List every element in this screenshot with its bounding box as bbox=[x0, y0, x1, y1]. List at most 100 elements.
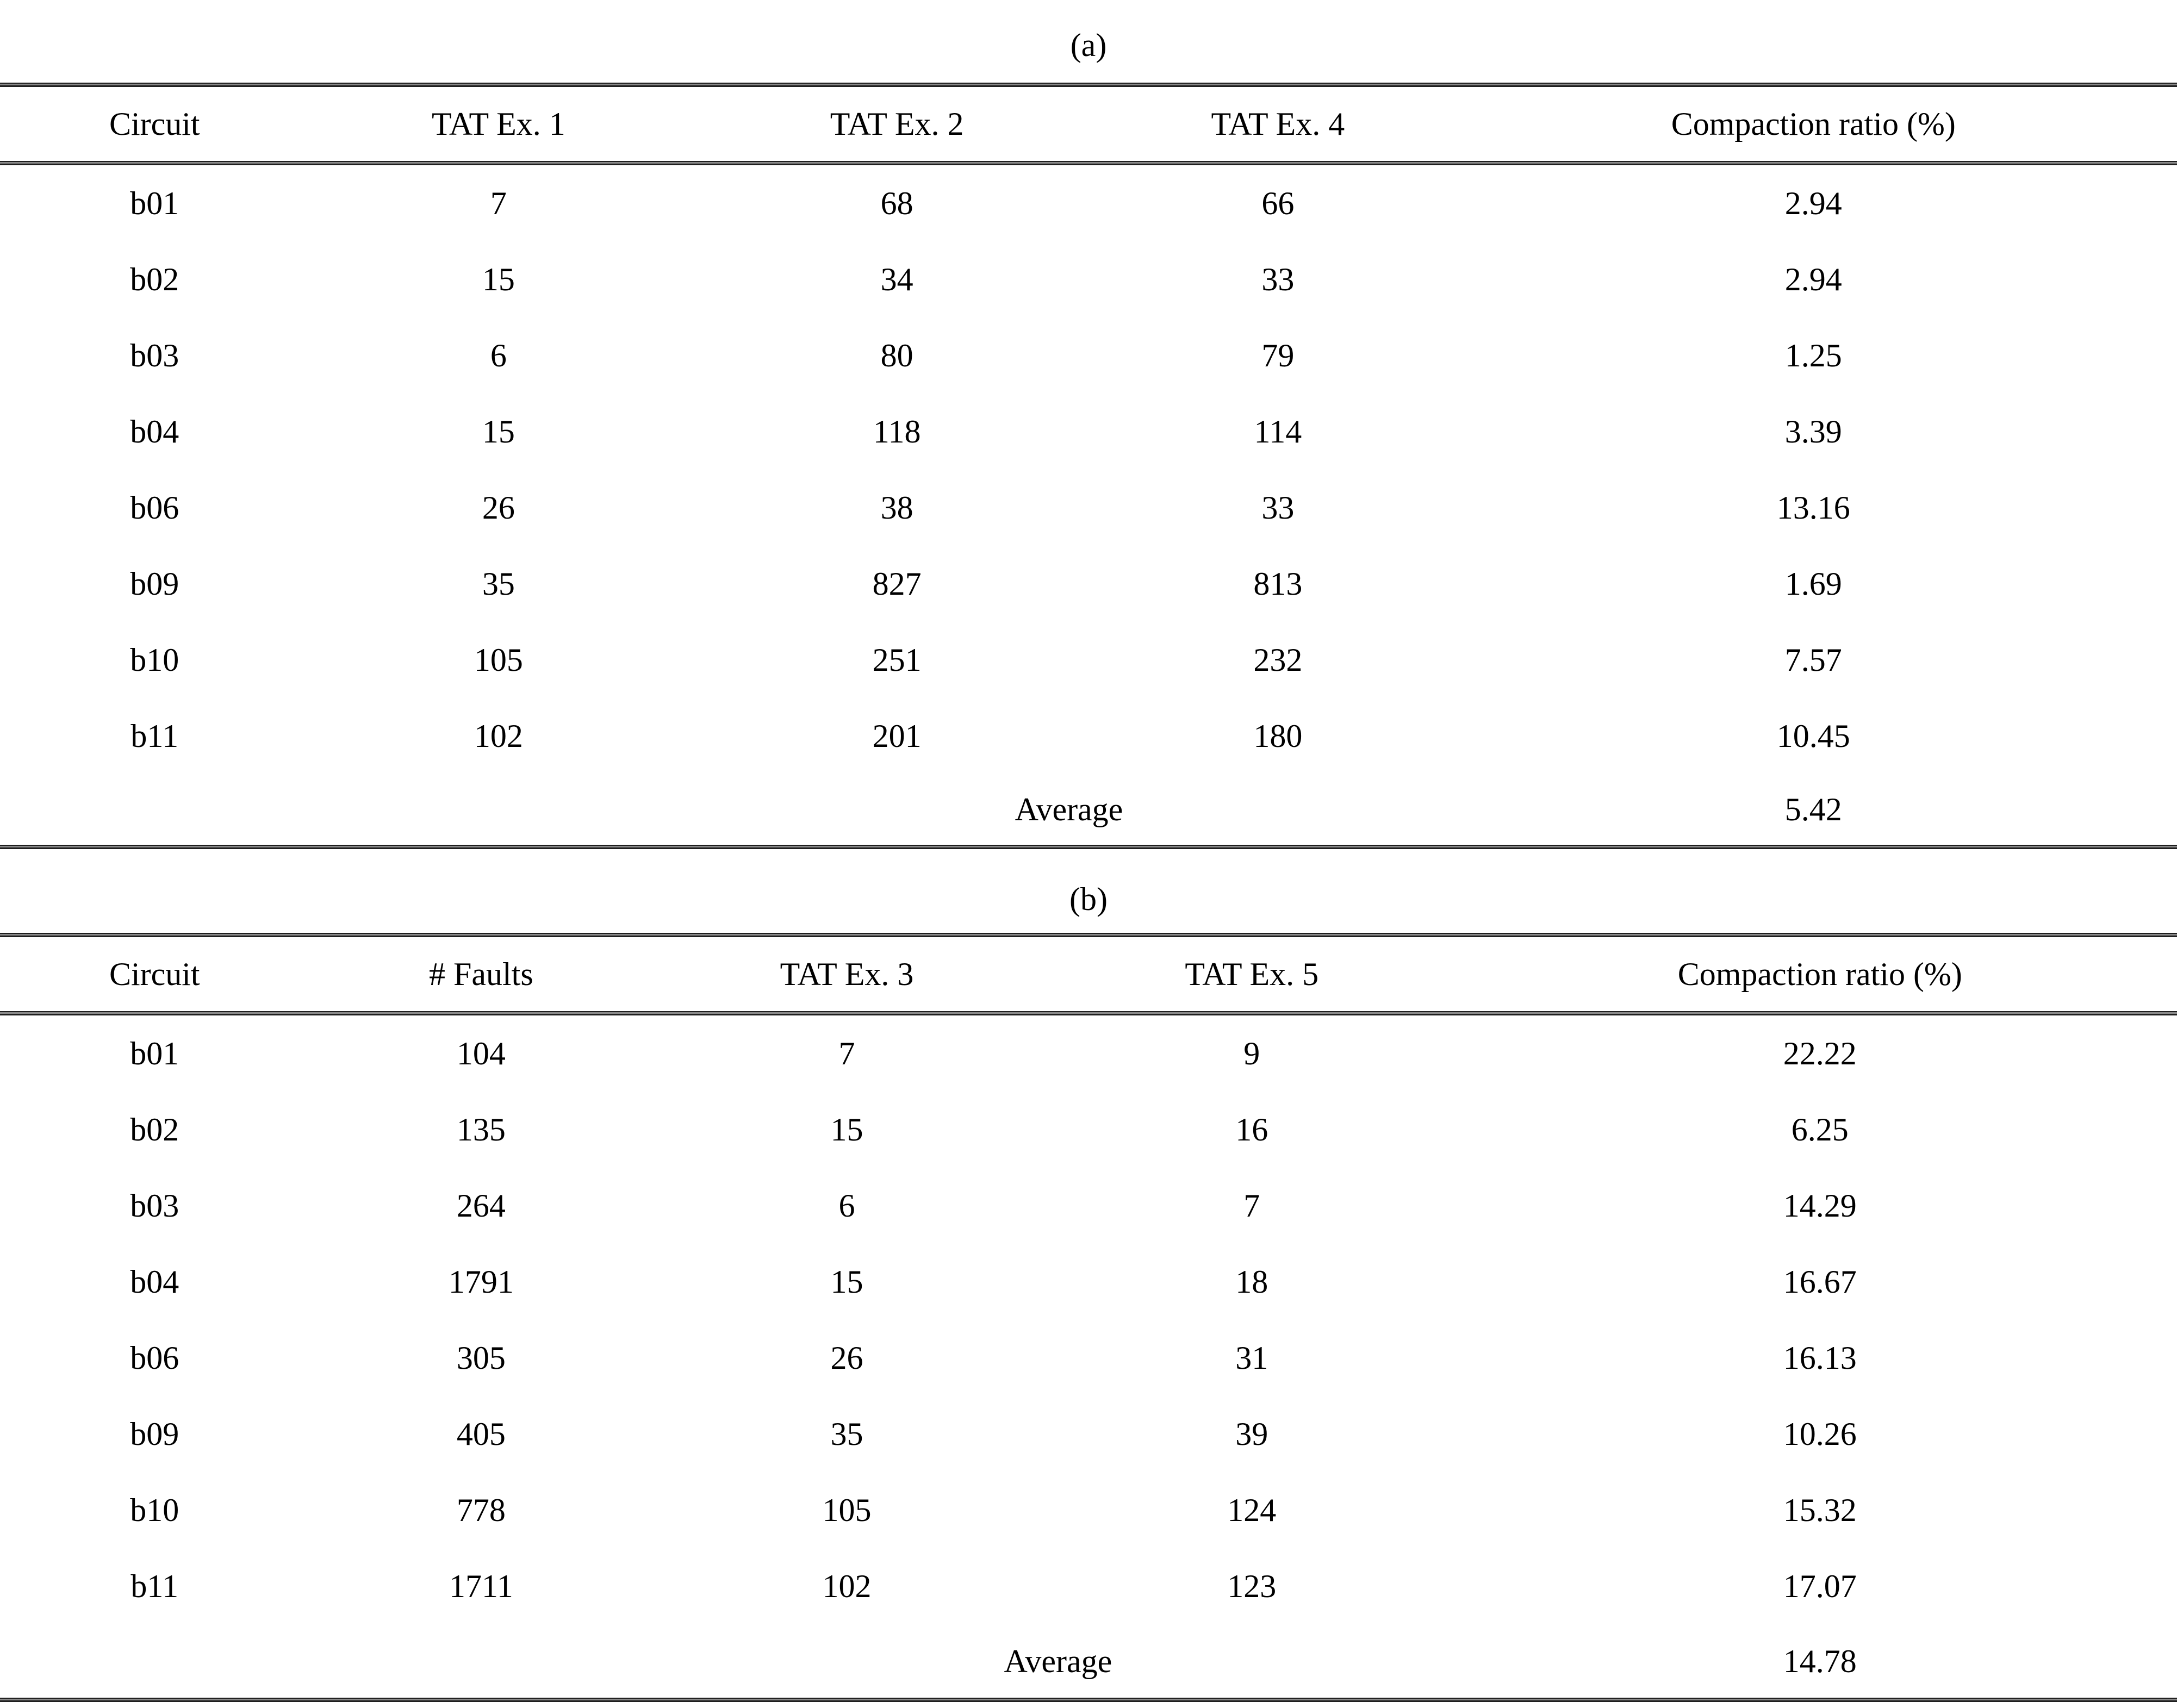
table-cell: b04 bbox=[130, 1264, 179, 1300]
table-cell: b09 bbox=[130, 566, 179, 602]
table-cell: 135 bbox=[456, 1112, 506, 1148]
column-header-tat-ex-5: TAT Ex. 5 bbox=[1185, 956, 1319, 992]
table-cell: 79 bbox=[1261, 338, 1295, 373]
table-b-bottom-rule bbox=[0, 1698, 2177, 1702]
table-cell: 14.29 bbox=[1783, 1188, 1857, 1224]
table-cell: 17.07 bbox=[1783, 1568, 1857, 1604]
table-b-caption-text: (b) bbox=[1069, 881, 1108, 917]
table-cell: 105 bbox=[822, 1492, 872, 1528]
table-a-body: b01 7 68 66 2.94 b02 15 34 33 2.94 b03 6… bbox=[0, 165, 2177, 845]
table-a: (a) Circuit TAT Ex. 1 TAT Ex. 2 TAT Ex. … bbox=[0, 0, 2177, 849]
table-cell: 1791 bbox=[448, 1264, 514, 1300]
table-cell: 15 bbox=[830, 1264, 863, 1300]
table-a-bottom-rule bbox=[0, 845, 2177, 849]
table-cell: 2.94 bbox=[1784, 261, 1842, 297]
table-cell: 232 bbox=[1253, 642, 1303, 678]
table-cell: 7 bbox=[490, 185, 507, 221]
column-header-circuit: Circuit bbox=[109, 106, 200, 142]
table-cell: b03 bbox=[130, 1188, 179, 1224]
average-value: 14.78 bbox=[1783, 1643, 1857, 1679]
table-cell: 15 bbox=[830, 1112, 863, 1148]
table-cell: 1711 bbox=[449, 1568, 513, 1604]
table-cell: 10.45 bbox=[1776, 718, 1850, 754]
table-cell: 9 bbox=[1243, 1036, 1260, 1071]
table-cell: 15 bbox=[482, 261, 515, 297]
table-cell: 39 bbox=[1235, 1416, 1268, 1452]
table-b-header: Circuit # Faults TAT Ex. 3 TAT Ex. 5 Com… bbox=[0, 937, 2177, 1011]
table-cell: 1.25 bbox=[1784, 338, 1842, 373]
table-cell: 15 bbox=[482, 414, 515, 450]
table-cell: 26 bbox=[482, 490, 515, 526]
table-cell: 1.69 bbox=[1784, 566, 1842, 602]
table-cell: 201 bbox=[872, 718, 922, 754]
column-header-num-faults: # Faults bbox=[429, 956, 533, 992]
table-cell: 114 bbox=[1254, 414, 1302, 450]
table-cell: 104 bbox=[456, 1036, 506, 1071]
column-header-tat-ex-1: TAT Ex. 1 bbox=[432, 106, 565, 142]
table-a-top-rule bbox=[0, 83, 2177, 87]
table-cell: 305 bbox=[456, 1340, 506, 1376]
table-cell: b10 bbox=[130, 1492, 179, 1528]
table-b-caption: (b) bbox=[0, 849, 2177, 933]
column-header-tat-ex-2: TAT Ex. 2 bbox=[830, 106, 964, 142]
table-cell: 2.94 bbox=[1784, 185, 1842, 221]
average-label: Average bbox=[1004, 1643, 1112, 1679]
table-cell: 10.26 bbox=[1783, 1416, 1857, 1452]
table-cell: b01 bbox=[130, 185, 179, 221]
table-cell: 105 bbox=[474, 642, 523, 678]
table-cell: b02 bbox=[130, 1112, 179, 1148]
table-cell: b06 bbox=[130, 1340, 179, 1376]
table-a-header: Circuit TAT Ex. 1 TAT Ex. 2 TAT Ex. 4 Co… bbox=[0, 87, 2177, 161]
column-header-circuit: Circuit bbox=[109, 956, 200, 992]
table-cell: 6 bbox=[838, 1188, 855, 1224]
table-cell: 13.16 bbox=[1776, 490, 1850, 526]
table-cell: b03 bbox=[130, 338, 179, 373]
table-cell: 3.39 bbox=[1784, 414, 1842, 450]
table-cell: b11 bbox=[130, 1568, 179, 1604]
table-cell: 7 bbox=[1243, 1188, 1260, 1224]
table-cell: 118 bbox=[873, 414, 921, 450]
average-value: 5.42 bbox=[1784, 791, 1842, 827]
table-cell: 264 bbox=[456, 1188, 506, 1224]
table-cell: 7 bbox=[838, 1036, 855, 1071]
table-cell: 22.22 bbox=[1783, 1036, 1857, 1071]
table-cell: 31 bbox=[1235, 1340, 1268, 1376]
table-cell: b02 bbox=[130, 261, 179, 297]
table-cell: 102 bbox=[474, 718, 523, 754]
table-cell: b10 bbox=[130, 642, 179, 678]
table-cell: 102 bbox=[822, 1568, 872, 1604]
table-b-top-rule bbox=[0, 933, 2177, 937]
table-cell: 16.13 bbox=[1783, 1340, 1857, 1376]
table-a-caption: (a) bbox=[0, 0, 2177, 83]
table-cell: 180 bbox=[1253, 718, 1303, 754]
table-cell: 16 bbox=[1235, 1112, 1268, 1148]
table-cell: 38 bbox=[880, 490, 913, 526]
table-a-caption-text: (a) bbox=[1070, 27, 1107, 63]
table-cell: b01 bbox=[130, 1036, 179, 1071]
table-cell: 66 bbox=[1261, 185, 1295, 221]
table-cell: 16.67 bbox=[1783, 1264, 1857, 1300]
table-cell: 18 bbox=[1235, 1264, 1268, 1300]
table-cell: 35 bbox=[482, 566, 515, 602]
table-cell: 7.57 bbox=[1784, 642, 1842, 678]
table-cell: b04 bbox=[130, 414, 179, 450]
table-b: (b) Circuit # Faults TAT Ex. 3 TAT Ex. 5… bbox=[0, 849, 2177, 1702]
table-cell: 15.32 bbox=[1783, 1492, 1857, 1528]
table-cell: 80 bbox=[880, 338, 913, 373]
table-b-body: b01 104 7 9 22.22 b02 135 15 16 6.25 b03… bbox=[0, 1015, 2177, 1698]
table-cell: 34 bbox=[880, 261, 913, 297]
table-cell: 123 bbox=[1227, 1568, 1277, 1604]
table-cell: b11 bbox=[130, 718, 179, 754]
table-cell: 124 bbox=[1227, 1492, 1277, 1528]
table-cell: 6.25 bbox=[1791, 1112, 1849, 1148]
table-cell: 35 bbox=[830, 1416, 863, 1452]
table-cell: 6 bbox=[490, 338, 507, 373]
table-cell: 26 bbox=[830, 1340, 863, 1376]
table-cell: 405 bbox=[456, 1416, 506, 1452]
average-label: Average bbox=[1015, 791, 1123, 827]
table-cell: b09 bbox=[130, 1416, 179, 1452]
table-b-header-rule bbox=[0, 1011, 2177, 1015]
table-cell: 827 bbox=[872, 566, 922, 602]
table-cell: 33 bbox=[1261, 261, 1295, 297]
